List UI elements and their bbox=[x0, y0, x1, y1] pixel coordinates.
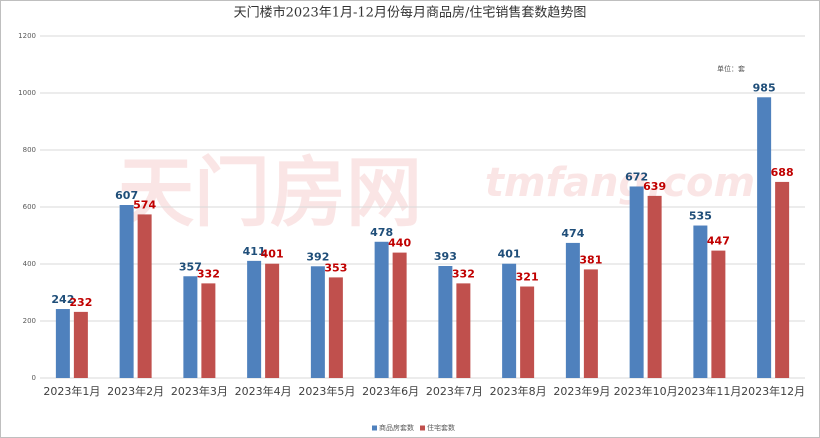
value-label: 401 bbox=[498, 248, 521, 261]
bar bbox=[629, 186, 644, 378]
value-label: 381 bbox=[579, 253, 602, 266]
bar bbox=[647, 195, 662, 378]
legend-label: 住宅套数 bbox=[427, 423, 455, 432]
bar bbox=[183, 276, 198, 378]
value-label: 357 bbox=[179, 260, 202, 273]
bar bbox=[520, 286, 535, 378]
bar bbox=[456, 283, 471, 378]
value-label: 574 bbox=[133, 198, 156, 211]
y-tick-label: 200 bbox=[23, 317, 36, 325]
x-tick-label: 2023年1月 bbox=[43, 384, 100, 398]
value-label: 321 bbox=[516, 271, 539, 284]
bar bbox=[565, 242, 580, 378]
value-label: 353 bbox=[324, 261, 347, 274]
legend-swatch bbox=[372, 425, 377, 431]
x-tick-label: 2023年12月 bbox=[741, 384, 805, 398]
value-label: 393 bbox=[434, 250, 457, 263]
watermark-en: tmfang.com bbox=[485, 160, 755, 206]
value-label: 639 bbox=[643, 180, 666, 193]
watermark: 天门房网 bbox=[118, 148, 422, 237]
bar bbox=[201, 283, 216, 378]
value-label: 232 bbox=[69, 296, 92, 309]
value-label: 332 bbox=[452, 267, 475, 280]
legend-swatch bbox=[420, 425, 425, 431]
value-label: 672 bbox=[625, 170, 648, 183]
value-label: 392 bbox=[306, 250, 329, 263]
bar bbox=[265, 263, 280, 378]
y-tick-label: 1000 bbox=[18, 89, 36, 97]
bar bbox=[73, 311, 88, 378]
value-label: 985 bbox=[753, 81, 776, 94]
x-tick-label: 2023年11月 bbox=[677, 384, 741, 398]
x-tick-label: 2023年3月 bbox=[171, 384, 228, 398]
y-tick-label: 800 bbox=[23, 146, 36, 154]
y-tick-label: 1200 bbox=[18, 32, 36, 40]
bar bbox=[583, 269, 598, 378]
bar bbox=[247, 260, 262, 378]
bar bbox=[137, 214, 152, 378]
legend-label: 商品房套数 bbox=[379, 423, 414, 432]
value-label: 332 bbox=[197, 267, 220, 280]
x-tick-label: 2023年2月 bbox=[107, 384, 164, 398]
bar bbox=[502, 263, 517, 378]
value-label: 401 bbox=[261, 248, 284, 261]
bar bbox=[775, 181, 790, 378]
y-tick-label: 600 bbox=[23, 203, 36, 211]
value-label: 607 bbox=[115, 189, 138, 202]
x-tick-label: 2023年9月 bbox=[553, 384, 610, 398]
chart-title: 天门楼市2023年1月-12月份每月商品房/住宅销售套数趋势图 bbox=[234, 5, 587, 21]
bar bbox=[55, 309, 70, 378]
x-tick-label: 2023年7月 bbox=[426, 384, 483, 398]
bar bbox=[392, 252, 407, 378]
value-label: 535 bbox=[689, 210, 712, 223]
bar bbox=[119, 205, 134, 378]
value-label: 447 bbox=[707, 235, 730, 248]
bar bbox=[438, 265, 453, 378]
value-label: 478 bbox=[370, 226, 393, 239]
y-tick-label: 400 bbox=[23, 260, 36, 268]
unit-note: 单位：套 bbox=[717, 64, 745, 73]
bar bbox=[310, 266, 325, 378]
value-label: 474 bbox=[561, 227, 584, 240]
x-tick-label: 2023年10月 bbox=[614, 384, 678, 398]
bar bbox=[328, 277, 343, 378]
x-tick-label: 2023年8月 bbox=[490, 384, 547, 398]
value-label: 688 bbox=[771, 166, 794, 179]
x-tick-label: 2023年6月 bbox=[362, 384, 419, 398]
x-tick-label: 2023年4月 bbox=[235, 384, 292, 398]
bar bbox=[757, 97, 772, 379]
bar bbox=[374, 241, 389, 378]
value-label: 440 bbox=[388, 237, 411, 250]
x-tick-label: 2023年5月 bbox=[298, 384, 355, 398]
bar bbox=[711, 250, 726, 378]
y-tick-label: 0 bbox=[32, 374, 36, 382]
bar bbox=[693, 225, 708, 378]
value-label: 411 bbox=[243, 245, 266, 258]
value-label: 242 bbox=[51, 293, 74, 306]
